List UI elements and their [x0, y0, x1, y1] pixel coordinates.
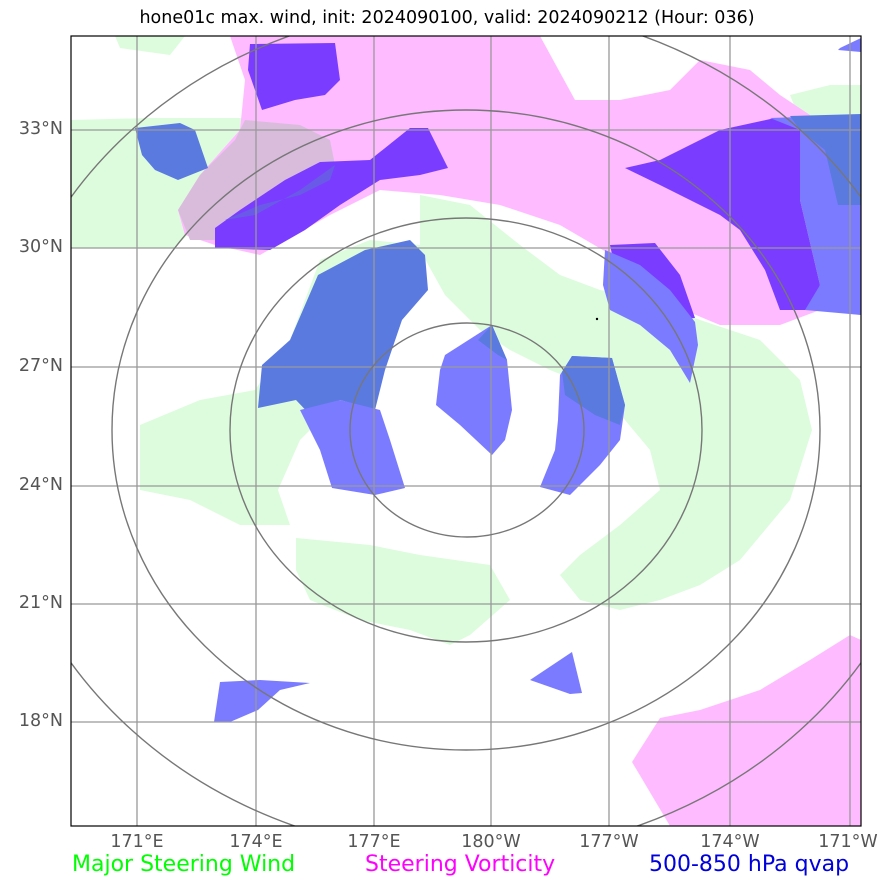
- lat-label-33n: 33°N: [18, 119, 63, 139]
- vorticity-area: [178, 36, 861, 325]
- qvap-area: [530, 652, 582, 694]
- qvap-area: [625, 118, 820, 310]
- qvap-area: [603, 250, 698, 383]
- range-rings: [71, 36, 861, 826]
- plot-title: hone01c max. wind, init: 2024090100, val…: [139, 8, 755, 28]
- range-ring: [111, 109, 821, 751]
- lon-label-171e: 171°E: [110, 832, 164, 852]
- legend-steering-vorticity: Steering Vorticity: [365, 852, 556, 877]
- qvap-area: [300, 400, 405, 495]
- qvap-area: [215, 128, 448, 250]
- lon-label-177w: 177°W: [579, 832, 639, 852]
- lon-label-171w: 171°W: [818, 832, 878, 852]
- legend-qvap: 500-850 hPa qvap: [649, 852, 850, 877]
- qvap-area: [478, 325, 507, 360]
- lon-label-174w: 174°W: [700, 832, 760, 852]
- gridlines: [71, 36, 861, 826]
- qvap-area: [135, 123, 208, 180]
- lat-label-30n: 30°N: [18, 237, 63, 257]
- steering-wind-area: [296, 538, 510, 645]
- range-ring: [349, 322, 585, 538]
- vorticity-area: [632, 635, 861, 826]
- lat-label-18n: 18°N: [18, 711, 63, 731]
- qvap-area: [790, 114, 861, 205]
- range-ring: [229, 217, 703, 643]
- steering-wind-area: [115, 36, 185, 55]
- qvap-area: [214, 680, 310, 722]
- lat-label-27n: 27°N: [18, 356, 63, 376]
- legend-steering-wind: Major Steering Wind: [72, 852, 296, 877]
- qvap-area: [248, 43, 340, 110]
- lat-label-21n: 21°N: [18, 593, 63, 613]
- qvap-area: [258, 240, 428, 420]
- storm-center-marker: [595, 317, 599, 321]
- lon-label-180w: 180°W: [461, 832, 521, 852]
- qvap-areas: [135, 38, 861, 722]
- vorticity-areas: [178, 36, 861, 826]
- lon-label-177e: 177°E: [347, 832, 401, 852]
- qvap-area: [436, 325, 512, 455]
- lat-label-24n: 24°N: [18, 475, 63, 495]
- map-frame: [70, 35, 862, 827]
- lon-label-174e: 174°E: [229, 832, 283, 852]
